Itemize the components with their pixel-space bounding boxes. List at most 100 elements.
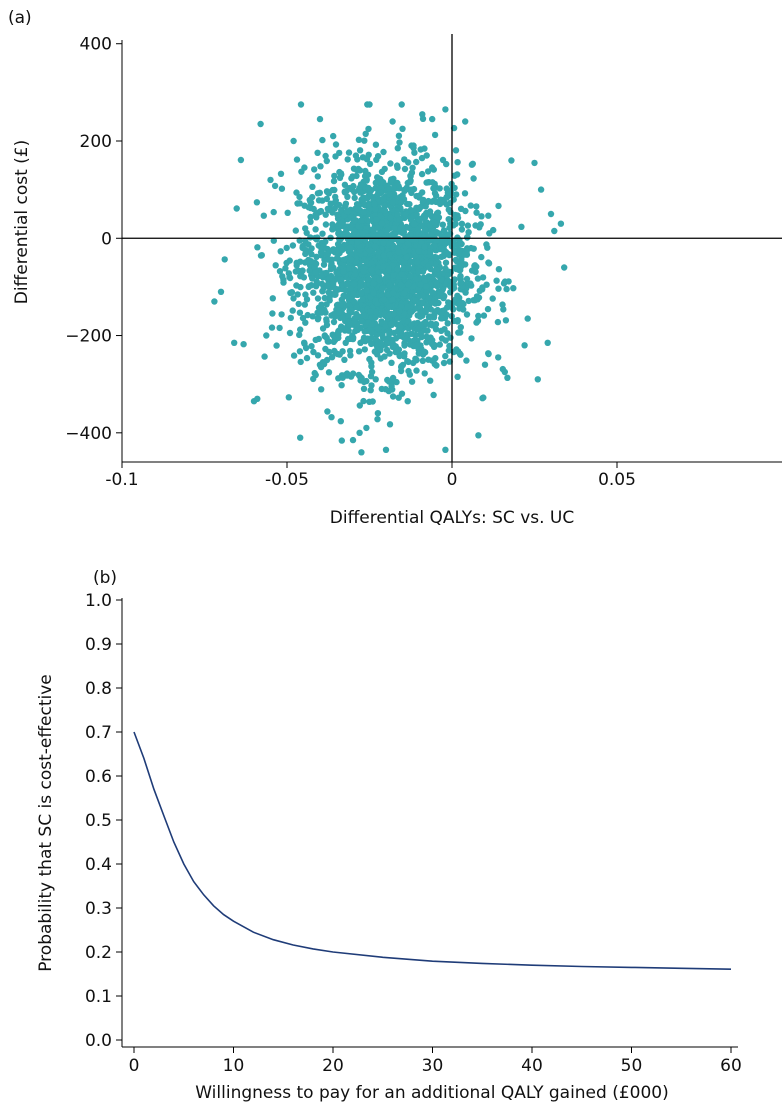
scatter-point bbox=[551, 227, 558, 235]
scatter-point bbox=[414, 326, 421, 333]
scatter-point bbox=[442, 352, 449, 360]
scatter-point bbox=[323, 321, 331, 329]
scatter-point bbox=[415, 269, 422, 276]
scatter-point bbox=[340, 268, 347, 275]
scatter-point bbox=[350, 298, 358, 305]
scatter-point bbox=[406, 371, 413, 378]
scatter-point bbox=[405, 159, 412, 166]
scatter-point bbox=[362, 130, 369, 137]
scatter-point bbox=[397, 281, 404, 288]
scatter-point bbox=[414, 258, 421, 266]
scatter-point bbox=[420, 196, 427, 204]
scatter-point bbox=[319, 288, 326, 295]
scatter-point bbox=[351, 194, 358, 202]
scatter-point bbox=[484, 244, 491, 251]
scatter-point bbox=[379, 285, 386, 292]
scatter-point bbox=[360, 378, 368, 386]
scatter-point bbox=[443, 248, 450, 256]
scatter-point bbox=[409, 207, 416, 215]
scatter-point bbox=[328, 414, 335, 421]
scatter-point bbox=[419, 268, 427, 275]
scatter-point bbox=[431, 360, 438, 368]
scatter-point bbox=[359, 154, 367, 161]
scatter-point bbox=[427, 211, 434, 218]
scatter-point bbox=[367, 387, 374, 394]
scatter-point bbox=[354, 156, 361, 163]
scatter-point bbox=[393, 162, 401, 169]
scatter-point bbox=[332, 289, 339, 296]
scatter-point bbox=[462, 289, 469, 296]
scatter-point bbox=[389, 199, 397, 206]
scatter-point bbox=[314, 149, 321, 156]
scatter-point bbox=[493, 277, 500, 284]
scatter-point bbox=[365, 276, 372, 283]
scatter-point bbox=[381, 165, 388, 173]
scatter-point bbox=[376, 175, 383, 182]
scatter-point bbox=[422, 213, 429, 221]
scatter-point bbox=[372, 179, 379, 186]
scatter-point bbox=[310, 289, 317, 296]
scatter-point bbox=[429, 179, 436, 186]
scatter-point bbox=[407, 177, 414, 184]
scatter-point bbox=[427, 334, 434, 341]
scatter-point bbox=[418, 170, 426, 178]
scatter-point bbox=[302, 250, 309, 258]
scatter-point bbox=[301, 301, 308, 308]
scatter-point bbox=[435, 230, 443, 237]
scatter-point bbox=[353, 313, 360, 320]
scatter-point bbox=[319, 230, 326, 237]
scatter-point bbox=[412, 332, 419, 339]
scatter-point bbox=[359, 195, 366, 202]
scatter-point bbox=[364, 171, 372, 178]
scatter-point bbox=[408, 186, 415, 193]
scatter-point bbox=[414, 312, 421, 319]
scatter-point bbox=[280, 279, 287, 286]
scatter-point bbox=[328, 354, 336, 361]
scatter-point bbox=[276, 324, 283, 332]
scatter-point bbox=[463, 275, 471, 283]
scatter-point bbox=[336, 174, 344, 181]
scatter-point bbox=[326, 348, 333, 356]
scatter-point bbox=[473, 203, 480, 210]
y-tick-label: 0.3 bbox=[85, 899, 112, 919]
scatter-point bbox=[334, 211, 341, 218]
scatter-point bbox=[399, 125, 406, 132]
scatter-point bbox=[461, 251, 468, 258]
scatter-point bbox=[397, 323, 404, 331]
scatter-point bbox=[390, 185, 397, 192]
scatter-point bbox=[286, 257, 293, 264]
scatter-point bbox=[367, 308, 374, 315]
scatter-point bbox=[341, 356, 348, 363]
scatter-point bbox=[347, 352, 354, 359]
scatter-point bbox=[257, 120, 264, 128]
scatter-point bbox=[322, 211, 329, 218]
scatter-point bbox=[386, 330, 393, 337]
scatter-point bbox=[334, 350, 341, 358]
x-axis-ticks: -0.1 -0.05 0 0.05 bbox=[105, 462, 636, 490]
scatter-point bbox=[452, 147, 460, 154]
scatter-point bbox=[454, 159, 461, 166]
scatter-point bbox=[302, 319, 309, 326]
scatter-point bbox=[307, 218, 314, 225]
scatter-point bbox=[427, 377, 434, 384]
scatter-point bbox=[366, 101, 373, 108]
scatter-point bbox=[363, 224, 370, 232]
y-tick-label: 0.8 bbox=[85, 679, 112, 699]
x-axis-ticks: 0 10 20 30 40 50 60 bbox=[129, 1047, 742, 1076]
scatter-point bbox=[339, 348, 346, 355]
scatter-point bbox=[480, 394, 487, 401]
scatter-point bbox=[383, 346, 391, 354]
scatter-point bbox=[500, 306, 507, 313]
scatter-point bbox=[346, 244, 354, 251]
scatter-point bbox=[398, 237, 405, 244]
scatter-point bbox=[457, 273, 464, 281]
scatter-point bbox=[385, 312, 393, 319]
y-tick-label: 0.9 bbox=[85, 635, 112, 655]
scatter-point bbox=[395, 346, 403, 353]
scatter-point bbox=[342, 202, 349, 210]
scatter-point bbox=[495, 266, 503, 273]
scatter-point bbox=[361, 201, 368, 208]
scatter-point bbox=[394, 211, 401, 218]
scatter-point bbox=[395, 394, 402, 401]
y-tick-label: 0.2 bbox=[85, 943, 112, 963]
